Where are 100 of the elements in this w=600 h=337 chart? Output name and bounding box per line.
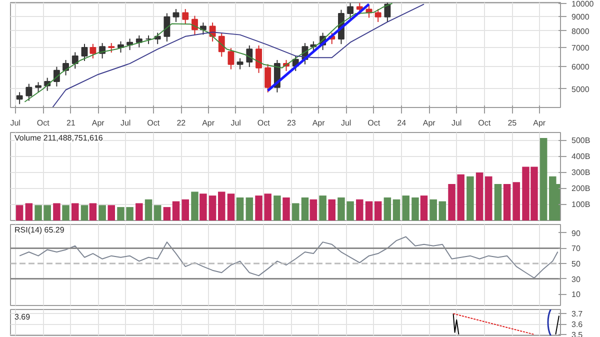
x-tick-label: Apr [92, 118, 105, 128]
x-tick-label: Jul [340, 118, 352, 128]
x-tick-label: Oct [478, 118, 492, 128]
candlestick [90, 43, 96, 59]
bar [191, 192, 198, 220]
bar [540, 138, 548, 220]
y-tick-label: 500B [572, 136, 590, 145]
x-tick-label: Apr [312, 118, 326, 128]
x-tick-label: Oct [36, 118, 50, 128]
x-tick-label: 21 [66, 118, 76, 128]
x-tick-label: Jul [10, 118, 21, 128]
x-tick-label: Apr [202, 118, 215, 128]
candlestick [264, 64, 272, 93]
y-tick-label: 6000 [572, 62, 590, 72]
bar [466, 176, 474, 220]
y-tick-label: 7000 [572, 43, 590, 52]
candlestick [228, 48, 234, 70]
y-tick-label: 3.7 [572, 310, 584, 319]
bar [182, 199, 189, 220]
bar [200, 194, 207, 220]
candlestick [72, 52, 78, 70]
bar [144, 199, 152, 220]
candlestick [356, 2, 363, 15]
bar [310, 199, 318, 220]
candlestick [81, 43, 88, 62]
bar [503, 184, 511, 220]
bar [89, 203, 97, 220]
chart-title: Volume 211,488,751,616 [14, 134, 104, 142]
candlestick [35, 82, 42, 93]
candlestick [374, 8, 382, 22]
bar [80, 205, 88, 220]
bar [98, 205, 106, 220]
bar [512, 182, 520, 220]
candlestick [164, 12, 170, 42]
candlestick [384, 2, 391, 22]
bar [402, 196, 410, 220]
candlestick [200, 22, 206, 36]
bar [72, 203, 79, 220]
bar [328, 199, 336, 220]
bar [282, 197, 290, 220]
x-tick-label: 22 [176, 118, 186, 128]
bar [227, 194, 235, 220]
chart-title: RSI(14) 65.29 [14, 226, 65, 234]
y-tick-label: 70 [572, 244, 581, 254]
y-tick-label: 100B [572, 200, 590, 209]
bar [208, 196, 216, 220]
y-tick-label: 10000 [572, 0, 594, 8]
bar [420, 196, 428, 220]
y-tick-label: 5000 [572, 84, 590, 94]
candlestick [182, 8, 189, 25]
x-tick-label: Oct [368, 118, 381, 128]
y-tick-label: 9000 [572, 12, 590, 22]
x-tick-label: Apr [533, 118, 546, 128]
bar [392, 199, 400, 220]
line-series [19, 236, 558, 278]
line-series [452, 313, 460, 335]
bar [163, 207, 171, 220]
y-tick-label: 30 [572, 274, 581, 284]
bar [356, 199, 364, 220]
bar [274, 196, 281, 220]
candlestick [256, 44, 262, 74]
candlestick [218, 32, 225, 58]
candlestick [172, 8, 180, 22]
bar [384, 197, 392, 220]
bar [172, 201, 180, 220]
bar [154, 205, 162, 220]
bar [218, 192, 226, 220]
y-tick-label: 200B [572, 184, 590, 193]
bar [62, 205, 70, 220]
x-tick-label: 25 [508, 118, 518, 128]
y-tick-label: 10 [572, 290, 581, 300]
bar [494, 184, 502, 220]
bar [365, 201, 373, 220]
annotation: 3.69 [14, 312, 31, 322]
candlestick [26, 83, 32, 102]
y-tick-label: 300B [572, 168, 590, 177]
line-series [24, 2, 393, 102]
bar [236, 197, 244, 220]
bar [25, 203, 33, 220]
candlestick [16, 92, 23, 105]
y-tick-label: 3.6 [572, 320, 584, 330]
x-tick-label: Oct [147, 118, 160, 128]
x-tick-label: Jul [230, 118, 242, 128]
y-tick-label: 400B [572, 152, 590, 161]
bar [412, 197, 419, 220]
bar [476, 172, 484, 220]
y-tick-label: 90 [572, 228, 581, 238]
bar [292, 203, 300, 220]
candlestick [246, 44, 253, 68]
bar [136, 203, 143, 220]
candlestick [192, 15, 198, 36]
bar [301, 197, 309, 220]
y-tick-label: 8000 [572, 26, 590, 36]
candlestick [62, 59, 69, 76]
x-tick-label: Oct [257, 118, 271, 128]
bar [246, 197, 254, 220]
bar [16, 205, 24, 220]
x-tick-label: Jul [120, 118, 131, 128]
candlestick [347, 2, 354, 20]
bar [53, 203, 60, 220]
